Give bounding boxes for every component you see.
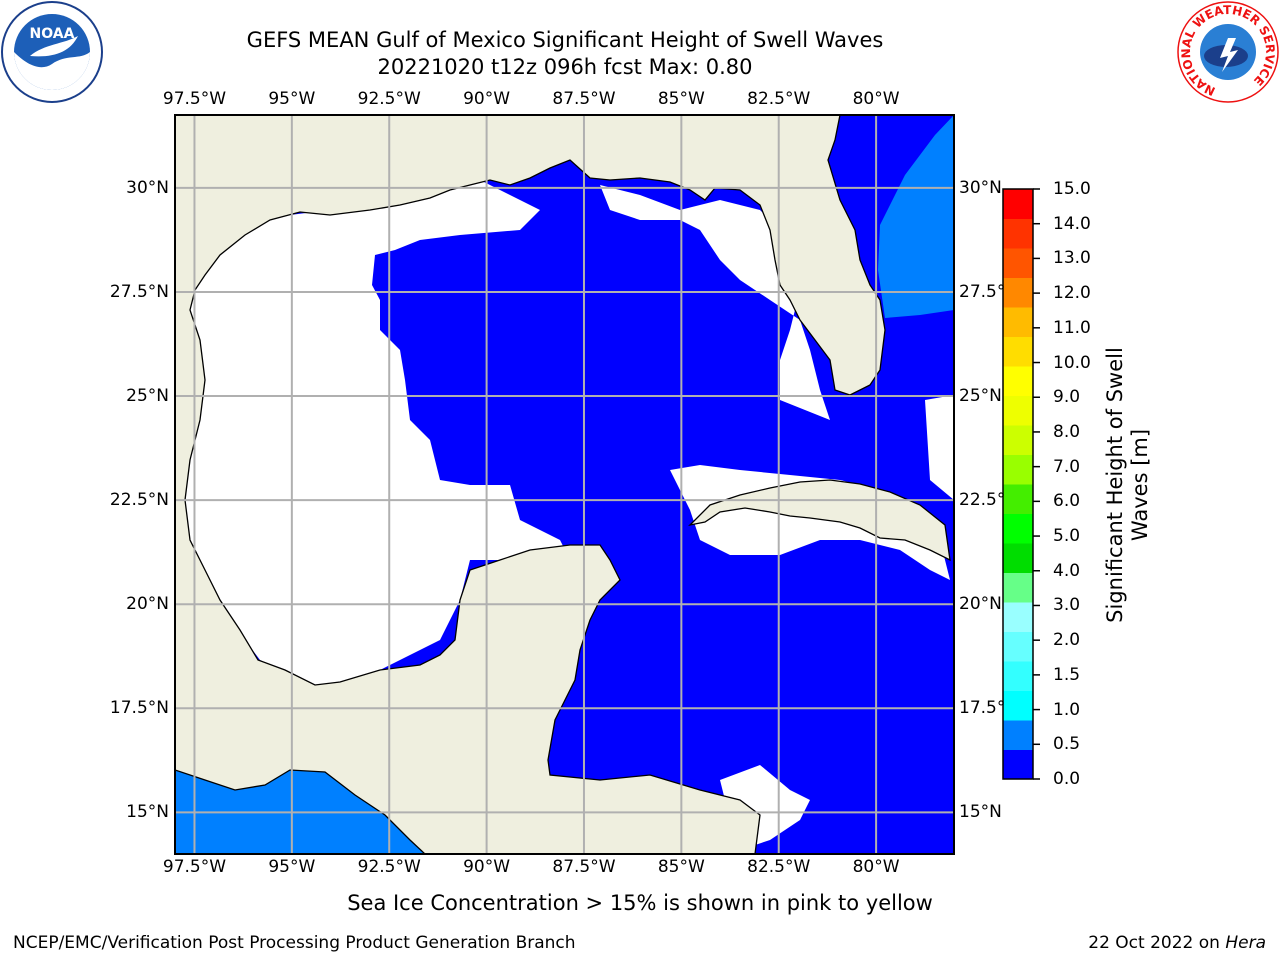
lat-tick-left: 20°N [126,594,169,615]
colorbar-label-line1: Significant Height of Swell [1103,347,1127,623]
colorbar-segment [1003,307,1033,337]
colorbar-tick-label: 15.0 [1053,179,1091,199]
colorbar-segment [1003,602,1033,632]
colorbar-segment [1003,454,1033,485]
colorbar-segment [1003,513,1033,544]
colorbar-tick-label: 1.0 [1053,699,1081,720]
lon-tick-top: 95°W [268,89,316,109]
footer-date: 22 Oct 2022 on Hera [1088,933,1266,953]
colorbar-segment [1003,720,1033,750]
lon-tick-bottom: 92.5°W [357,857,421,877]
lon-tick-bottom: 87.5°W [552,857,616,877]
colorbar-tick-label: 11.0 [1053,317,1091,338]
lon-tick-bottom: 85°W [657,857,705,877]
colorbar-segment [1003,395,1033,426]
colorbar-segment [1003,218,1033,249]
swell-region-atlantic [878,115,954,318]
colorbar-segment [1003,690,1033,721]
footer-credit: NCEP/EMC/Verification Post Processing Pr… [13,933,576,953]
lat-tick-left: 27.5°N [109,281,169,302]
colorbar-segment [1003,749,1033,780]
chart-subtitle: 20221020 t12z 096h fcst Max: 0.80 [377,55,753,79]
masked-region-west [175,180,570,690]
colorbar-segment [1003,484,1033,514]
colorbar-segment [1003,189,1033,219]
colorbar-tick-label: 9.0 [1053,387,1081,408]
lon-tick-top: 82.5°W [747,89,811,109]
colorbar-tick-label: 13.0 [1053,248,1091,269]
lat-tick-right: 17.5° [959,698,1006,719]
lat-tick-right: 25°N [959,386,1002,407]
chart-title: GEFS MEAN Gulf of Mexico Significant Hei… [246,28,884,52]
colorbar-tick-label: 4.0 [1053,560,1081,581]
map-frame [174,114,955,855]
colorbar-tick-label: 5.0 [1053,526,1081,547]
svg-text:NOAA: NOAA [30,26,75,42]
colorbar-segment [1003,661,1033,691]
lon-tick-bottom: 82.5°W [747,857,811,877]
colorbar-segment [1003,366,1033,396]
lon-tick-bottom: 97.5°W [162,857,227,877]
colorbar-segment [1003,572,1033,603]
graticule [175,115,954,854]
colorbar-segment [1003,631,1033,662]
lon-tick-bottom: 90°W [463,857,511,877]
lat-tick-left: 30°N [126,177,169,198]
colorbar-tick-label: 0.5 [1053,734,1081,755]
colorbar-label-line2: Waves [m] [1128,428,1152,542]
lon-tick-bottom: 95°W [268,857,316,877]
lat-tick-left: 17.5°N [109,698,169,719]
colorbar-segment [1003,248,1033,278]
lat-tick-left: 25°N [126,386,169,407]
lon-tick-top: 97.5°W [162,89,227,109]
noaa-logo: NOAA [1,1,103,103]
lon-tick-top: 85°W [657,89,705,109]
colorbar [1003,189,1033,780]
colorbar-segment [1003,277,1033,308]
lat-tick-right: 20°N [959,594,1002,615]
national-weather-service-logo: NATIONAL WEATHER SERVICE [1177,1,1279,103]
colorbar-tick-label: 10.0 [1053,352,1091,373]
lon-tick-top: 80°W [852,89,900,109]
lon-tick-top: 87.5°W [552,89,616,109]
colorbar-label: Significant Height of Swell Waves [m] [1103,305,1153,665]
lat-tick-right: 15°N [959,802,1002,823]
lat-tick-right: 27.5° [959,281,1006,302]
colorbar-tick-label: 12.0 [1053,283,1091,304]
colorbar-segment [1003,336,1033,367]
colorbar-segment [1003,425,1033,455]
lon-tick-top: 90°W [463,89,511,109]
lat-tick-left: 15°N [126,802,169,823]
land-us-mexico [175,115,886,854]
colorbar-tick-label: 7.0 [1053,456,1081,477]
lat-tick-right: 30°N [959,177,1002,198]
sea-ice-note: Sea Ice Concentration > 15% is shown in … [347,891,933,915]
colorbar-tick-label: 6.0 [1053,491,1081,512]
colorbar-tick-label: 1.5 [1053,664,1081,685]
colorbar-segment [1003,543,1033,573]
colorbar-tick-label: 0.0 [1053,769,1081,789]
masked-region-east [925,395,954,500]
lat-tick-left: 22.5°N [109,490,169,511]
lat-tick-right: 22.5° [959,490,1006,511]
colorbar-frame [1002,188,1034,780]
colorbar-tick-label: 14.0 [1053,213,1091,234]
colorbar-tick-label: 8.0 [1053,421,1081,442]
colorbar-tick-label: 2.0 [1053,630,1081,651]
footer-machine: Hera [1225,933,1266,953]
footer-date-text: 22 Oct 2022 on [1088,933,1226,953]
lon-tick-bottom: 80°W [852,857,900,877]
colorbar-tick-label: 3.0 [1053,595,1081,616]
lon-tick-top: 92.5°W [357,89,421,109]
